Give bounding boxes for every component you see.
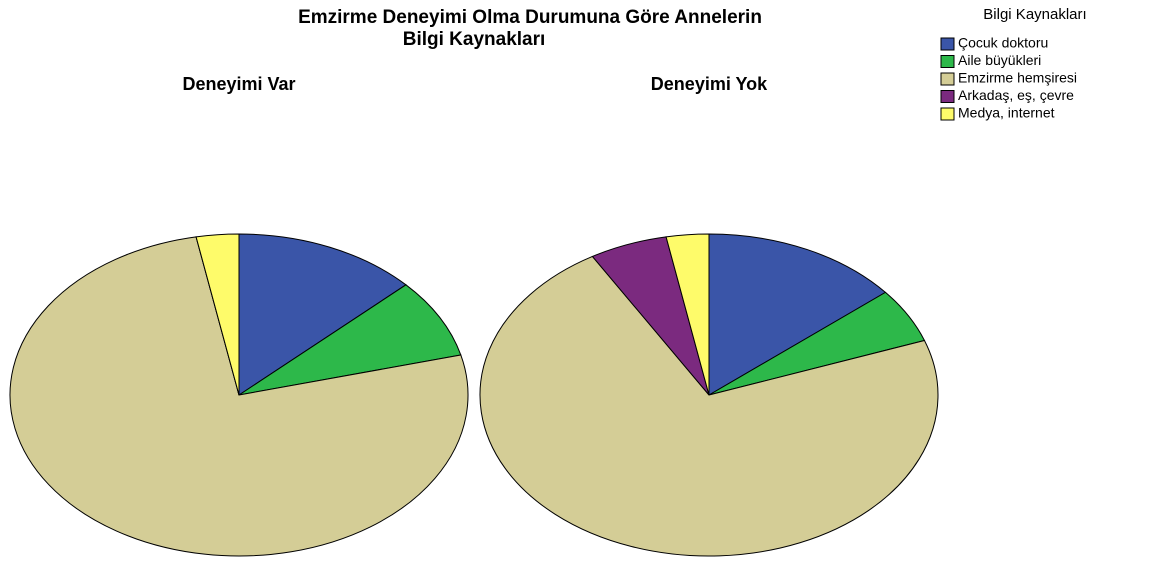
legend-label: Aile büyükleri [958,52,1041,68]
chart-title: Bilgi Kaynakları [403,29,546,50]
legend-title: Bilgi Kaynakları [983,6,1086,23]
pie-slice [238,284,462,396]
pie-slice [665,233,710,396]
legend-label: Medya, internet [958,105,1055,121]
legend-swatch [940,37,955,51]
pie-title: Deneyimi Yok [651,74,768,94]
chart-title: Emzirme Deneyimi Olma Durumuna Göre Anne… [298,7,762,28]
legend-swatch [940,90,955,103]
pie-slice [9,236,469,557]
pie-slice [708,233,887,396]
pie-slice [479,255,939,557]
legend-label: Çocuk doktoru [958,35,1048,51]
pie-title: Deneyimi Var [182,74,295,94]
legend-label: Arkadaş, eş, çevre [958,87,1074,103]
legend-swatch [940,107,955,121]
legend-label: Emzirme hemşiresi [958,70,1077,86]
pie-slice [195,233,240,396]
legend-swatch [940,55,955,68]
legend-swatch [940,72,955,86]
pie-slice [238,233,407,396]
